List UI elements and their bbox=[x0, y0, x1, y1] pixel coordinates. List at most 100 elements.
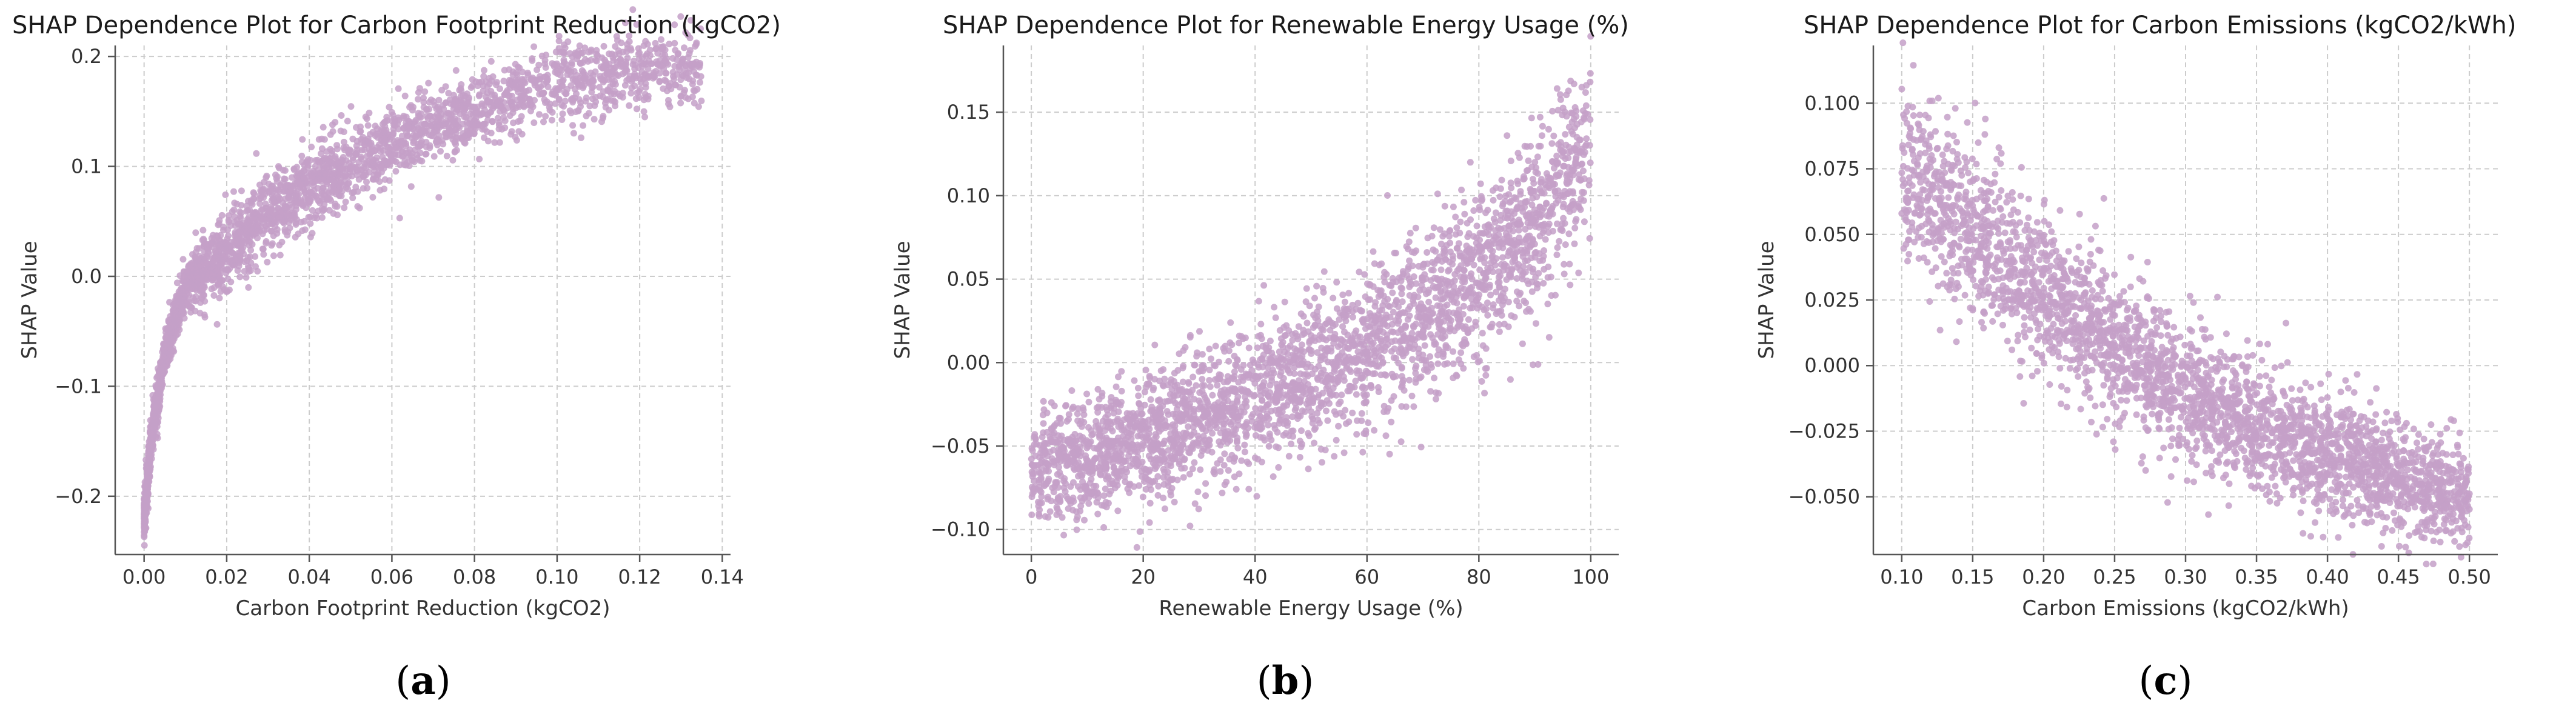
scatter-point bbox=[259, 245, 267, 253]
scatter-point bbox=[1261, 436, 1268, 444]
scatter-point bbox=[585, 110, 592, 117]
scatter-point bbox=[567, 82, 575, 89]
scatter-point bbox=[269, 212, 276, 219]
scatter-point bbox=[452, 108, 460, 115]
scatter-point bbox=[1268, 370, 1275, 377]
scatter-point bbox=[238, 187, 245, 195]
scatter-point bbox=[332, 188, 340, 195]
scatter-point bbox=[666, 41, 673, 48]
y-tick-label: 0.2 bbox=[71, 45, 102, 68]
scatter-point bbox=[1530, 176, 1536, 183]
scatter-points bbox=[1028, 33, 1594, 551]
scatter-point bbox=[476, 156, 483, 162]
scatter-point bbox=[292, 233, 299, 241]
scatter-point bbox=[1587, 70, 1594, 77]
scatter-point bbox=[142, 489, 150, 496]
scatter-point bbox=[469, 76, 476, 83]
scatter-point bbox=[247, 259, 255, 267]
scatter-point bbox=[163, 336, 170, 343]
scatter-point bbox=[430, 132, 437, 139]
scatter-point bbox=[340, 138, 347, 145]
scatter-point bbox=[187, 273, 194, 280]
scatter-point bbox=[624, 41, 631, 48]
scatter-point bbox=[615, 47, 622, 55]
scatter-point bbox=[273, 226, 281, 233]
scatter-point bbox=[1490, 187, 1496, 194]
scatter-point bbox=[276, 252, 284, 259]
scatter-point bbox=[1486, 281, 1493, 288]
scatter-point bbox=[626, 102, 633, 109]
scatter-point bbox=[298, 152, 306, 159]
scatter-point bbox=[1212, 342, 1219, 350]
scatter-point bbox=[1549, 107, 1556, 115]
scatter-point bbox=[572, 108, 580, 115]
scatter-point bbox=[417, 149, 424, 156]
scatter-point bbox=[227, 222, 234, 229]
x-tick-label: 0.04 bbox=[288, 565, 331, 588]
scatter-point bbox=[1133, 544, 1140, 551]
scatter-point bbox=[1300, 313, 1307, 320]
scatter-point bbox=[1548, 158, 1556, 165]
scatter-point bbox=[1519, 340, 1526, 347]
scatter-point bbox=[1142, 367, 1149, 373]
scatter-point bbox=[1135, 392, 1142, 399]
scatter-point bbox=[241, 268, 248, 275]
scatter-point bbox=[229, 208, 236, 215]
scatter-point bbox=[1071, 431, 1079, 438]
scatter-point bbox=[606, 107, 612, 114]
scatter-point bbox=[383, 158, 389, 165]
scatter-point bbox=[1544, 301, 1551, 308]
scatter-point bbox=[602, 99, 609, 107]
scatter-point bbox=[258, 207, 265, 214]
scatter-point bbox=[1534, 153, 1541, 161]
scatter-point bbox=[1477, 180, 1484, 187]
scatter-point bbox=[341, 204, 348, 212]
scatter-point bbox=[1048, 399, 1055, 406]
scatter-point bbox=[245, 284, 252, 291]
scatter-point bbox=[694, 72, 701, 79]
scatter-point bbox=[1245, 460, 1253, 467]
scatter-point bbox=[218, 212, 226, 219]
scatter-point bbox=[1333, 436, 1340, 444]
scatter-point bbox=[432, 138, 440, 145]
scatter-point bbox=[1122, 478, 1129, 485]
scatter-point bbox=[363, 178, 370, 185]
scatter-point bbox=[1490, 268, 1497, 275]
scatter-point bbox=[696, 64, 703, 71]
scatter-point bbox=[492, 96, 500, 104]
scatter-point bbox=[443, 99, 450, 106]
scatter-point bbox=[1505, 298, 1512, 305]
scatter-point bbox=[501, 108, 508, 115]
scatter-point bbox=[466, 94, 472, 101]
scatter-point bbox=[301, 188, 309, 196]
scatter-point bbox=[449, 156, 457, 164]
scatter-point bbox=[478, 102, 486, 109]
scatter-point bbox=[1539, 207, 1546, 214]
scatter-point bbox=[346, 146, 353, 153]
scatter-point bbox=[448, 124, 455, 131]
scatter-point bbox=[410, 132, 417, 139]
scatter-point bbox=[175, 314, 182, 321]
scatter-point bbox=[306, 200, 312, 207]
scatter-point bbox=[1465, 316, 1472, 323]
scatter-point bbox=[1479, 330, 1486, 337]
scatter-point bbox=[1499, 254, 1506, 261]
scatter-point bbox=[318, 214, 326, 221]
scatter-point bbox=[374, 144, 381, 151]
scatter-point bbox=[576, 42, 583, 49]
scatter-point bbox=[641, 90, 649, 98]
scatter-point bbox=[1288, 441, 1295, 447]
scatter-point bbox=[1379, 359, 1387, 367]
scatter-point bbox=[307, 233, 314, 241]
scatter-point bbox=[1427, 331, 1434, 338]
scatter-point bbox=[275, 163, 282, 170]
scatter-point bbox=[1548, 140, 1556, 147]
scatter-point bbox=[146, 453, 153, 460]
y-tick-label: −0.1 bbox=[55, 375, 102, 398]
scatter-point bbox=[301, 162, 308, 168]
scatter-point bbox=[161, 348, 168, 355]
scatter-point bbox=[1536, 113, 1544, 121]
scatter-point bbox=[619, 94, 626, 101]
scatter-point bbox=[633, 105, 640, 113]
scatter-point bbox=[580, 122, 587, 129]
